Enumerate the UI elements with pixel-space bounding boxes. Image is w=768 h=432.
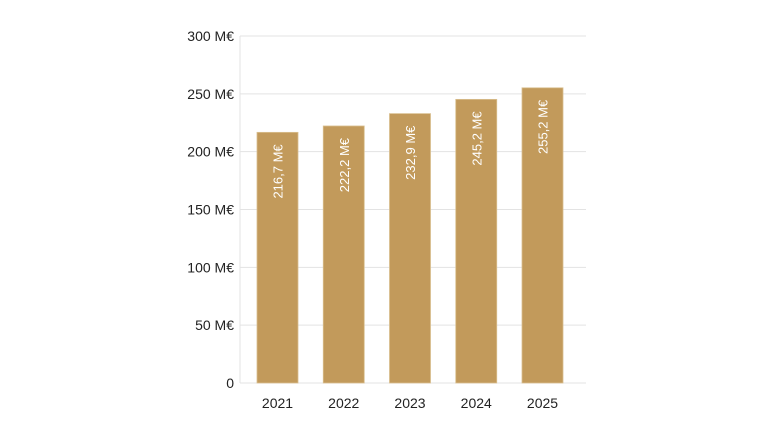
bar-2025	[521, 87, 564, 384]
bar-2023	[389, 113, 431, 384]
bar-2021	[256, 131, 299, 384]
x-tick-label: 2021	[262, 395, 293, 411]
data-label: 245,2 M€	[469, 111, 484, 166]
data-label: 222,2 M€	[337, 137, 352, 192]
x-tick-label: 2025	[527, 395, 558, 411]
data-label: 232,9 M€	[403, 125, 418, 180]
bar-2022	[322, 125, 365, 384]
x-tick-label: 2024	[461, 395, 492, 411]
y-tick-label: 200 M€	[187, 144, 234, 160]
x-tick-label: 2022	[328, 395, 359, 411]
x-tick-label: 2023	[394, 395, 425, 411]
data-label: 216,7 M€	[271, 144, 286, 199]
y-tick-label: 50 M€	[195, 317, 234, 333]
y-tick-label: 300 M€	[187, 28, 234, 44]
y-tick-label: 150 M€	[187, 202, 234, 218]
y-tick-label: 100 M€	[187, 259, 234, 275]
y-tick-label: 0	[226, 375, 234, 391]
data-label: 255,2 M€	[536, 99, 551, 154]
y-tick-label: 250 M€	[187, 86, 234, 102]
bar-2024	[455, 98, 498, 384]
